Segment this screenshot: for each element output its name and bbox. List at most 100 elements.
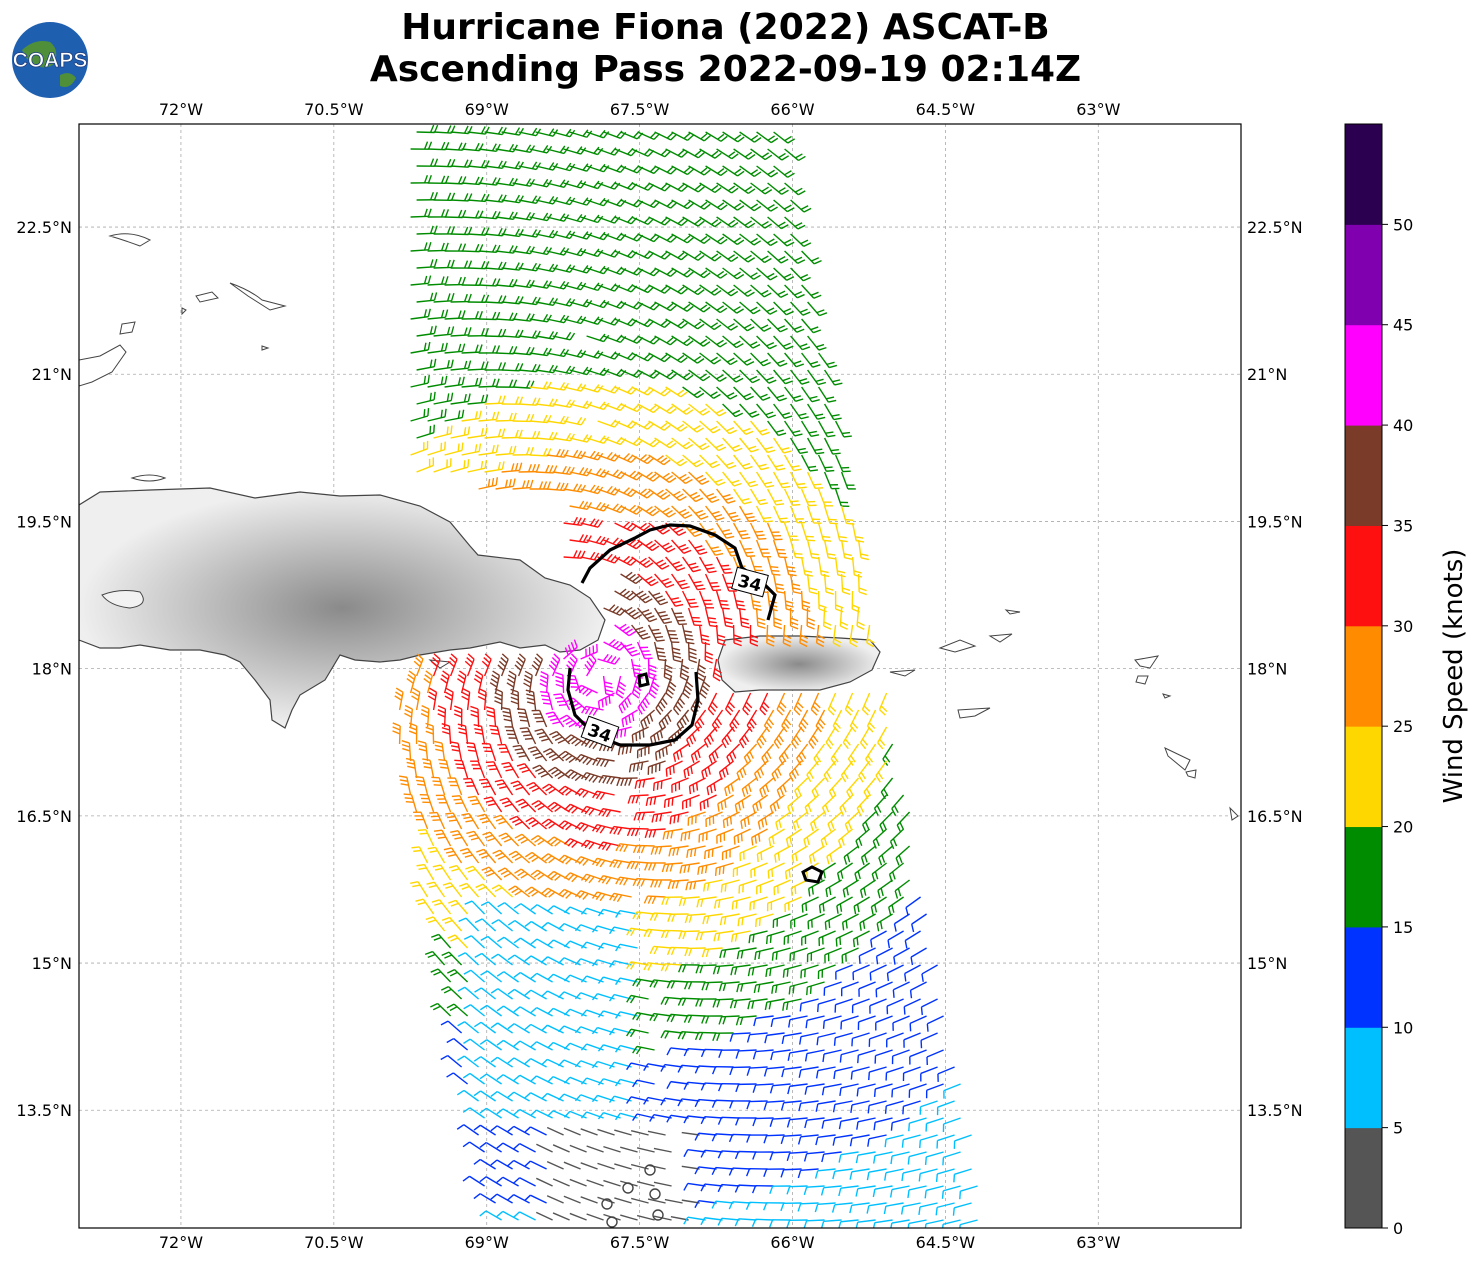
wind-barb (536, 1177, 553, 1187)
calm-wind-marker-0 (601, 1198, 613, 1210)
wind-barb (782, 624, 792, 647)
wind-barb (535, 1211, 553, 1221)
tortuga-island (130, 474, 167, 482)
wind-barb (440, 1020, 463, 1034)
wind-barb (558, 957, 581, 966)
wind-barb (632, 1079, 655, 1088)
wind-barb (427, 846, 446, 864)
wind-barb (574, 856, 598, 866)
wind-barb (771, 947, 791, 961)
wind-barb (734, 794, 751, 813)
wind-barb (718, 760, 735, 781)
wind-barb (660, 1097, 683, 1106)
wind-barb (458, 917, 480, 932)
wind-barb (808, 726, 820, 750)
wind-barb (867, 1100, 887, 1114)
wind-barb (856, 1083, 876, 1097)
wind-barb (479, 778, 497, 796)
wind-barb (716, 250, 739, 263)
wind-barb (746, 709, 758, 733)
wind-barb (557, 1059, 581, 1068)
wind-barb (464, 900, 486, 915)
wind-barb (891, 1049, 910, 1065)
wind-barb (783, 930, 802, 945)
wind-barb (756, 267, 778, 281)
wind-barb (952, 1202, 972, 1216)
wind-barb (602, 675, 614, 697)
wind-barb (786, 1219, 808, 1228)
wind-barb (918, 1202, 938, 1216)
wind-barb (470, 705, 480, 728)
wind-barb (682, 420, 704, 433)
wind-barb (843, 845, 860, 865)
wind-barb (508, 885, 531, 898)
wind-barb (847, 743, 860, 766)
wind-barb (541, 887, 564, 898)
wind-barb (920, 1066, 938, 1082)
wind-barb (479, 1107, 502, 1119)
wind-barb (432, 864, 452, 881)
wind-barb (739, 403, 760, 418)
wind-barb (501, 761, 520, 779)
wind-barb (815, 709, 826, 733)
wind-barb (474, 987, 497, 1000)
wind-barb (769, 1083, 791, 1094)
wind-barb (479, 1039, 502, 1051)
wind-barb (648, 420, 671, 431)
wind-barb (733, 420, 754, 435)
wind-barb (836, 896, 853, 914)
wind-barb (434, 740, 446, 762)
wind-barb (904, 930, 921, 949)
wind-barb (855, 1219, 876, 1228)
wind-barb (800, 522, 816, 542)
wind-barb (648, 182, 672, 192)
wind-barb (717, 1083, 740, 1092)
wind-barb (750, 420, 770, 436)
wind-barb (631, 624, 651, 640)
lon-label-top-4: 66°W (770, 100, 814, 119)
wind-barb (751, 1184, 774, 1194)
wind-barb (790, 913, 808, 929)
wind-barb (586, 367, 610, 377)
wind-barb (839, 607, 849, 630)
wind-barb (756, 301, 778, 315)
wind-barb (801, 896, 819, 913)
wind-barb (643, 1096, 666, 1105)
wind-barb (767, 318, 788, 333)
wind-barb (534, 728, 554, 745)
wind-barb (767, 352, 788, 367)
wind-barb (563, 974, 587, 983)
wind-barb (703, 726, 718, 748)
wind-barb (942, 1151, 961, 1166)
wind-barb (688, 233, 711, 244)
wind-barb (729, 1032, 751, 1042)
wind-barb (748, 930, 768, 944)
wind-barb (547, 870, 570, 881)
wind-barb (410, 341, 431, 354)
wind-barb (699, 352, 722, 365)
wind-barb (838, 1219, 859, 1228)
wind-barb (717, 1150, 740, 1159)
wind-barb (446, 1037, 469, 1051)
wind-barb (650, 879, 672, 888)
wind-barb (548, 653, 561, 677)
wind-barb (444, 276, 466, 286)
colorbar-segment-6 (1345, 525, 1382, 627)
wind-barb (580, 214, 604, 224)
wind-barb (603, 1145, 621, 1153)
wind-barb (580, 248, 604, 258)
wind-barb (490, 1159, 513, 1170)
wind-barb (733, 386, 754, 401)
wind-barb (631, 488, 654, 499)
wind-barb (586, 401, 610, 411)
wind-barb (496, 1142, 519, 1153)
wind-barb (815, 1134, 836, 1146)
wind-barb (704, 539, 724, 556)
wind-barb (711, 1133, 734, 1142)
wind-barb (665, 182, 688, 192)
wind-barb (682, 182, 705, 193)
wind-barb (667, 879, 689, 890)
wind-barb (859, 913, 876, 931)
wind-barb (392, 722, 401, 745)
wind-barb (681, 624, 695, 645)
